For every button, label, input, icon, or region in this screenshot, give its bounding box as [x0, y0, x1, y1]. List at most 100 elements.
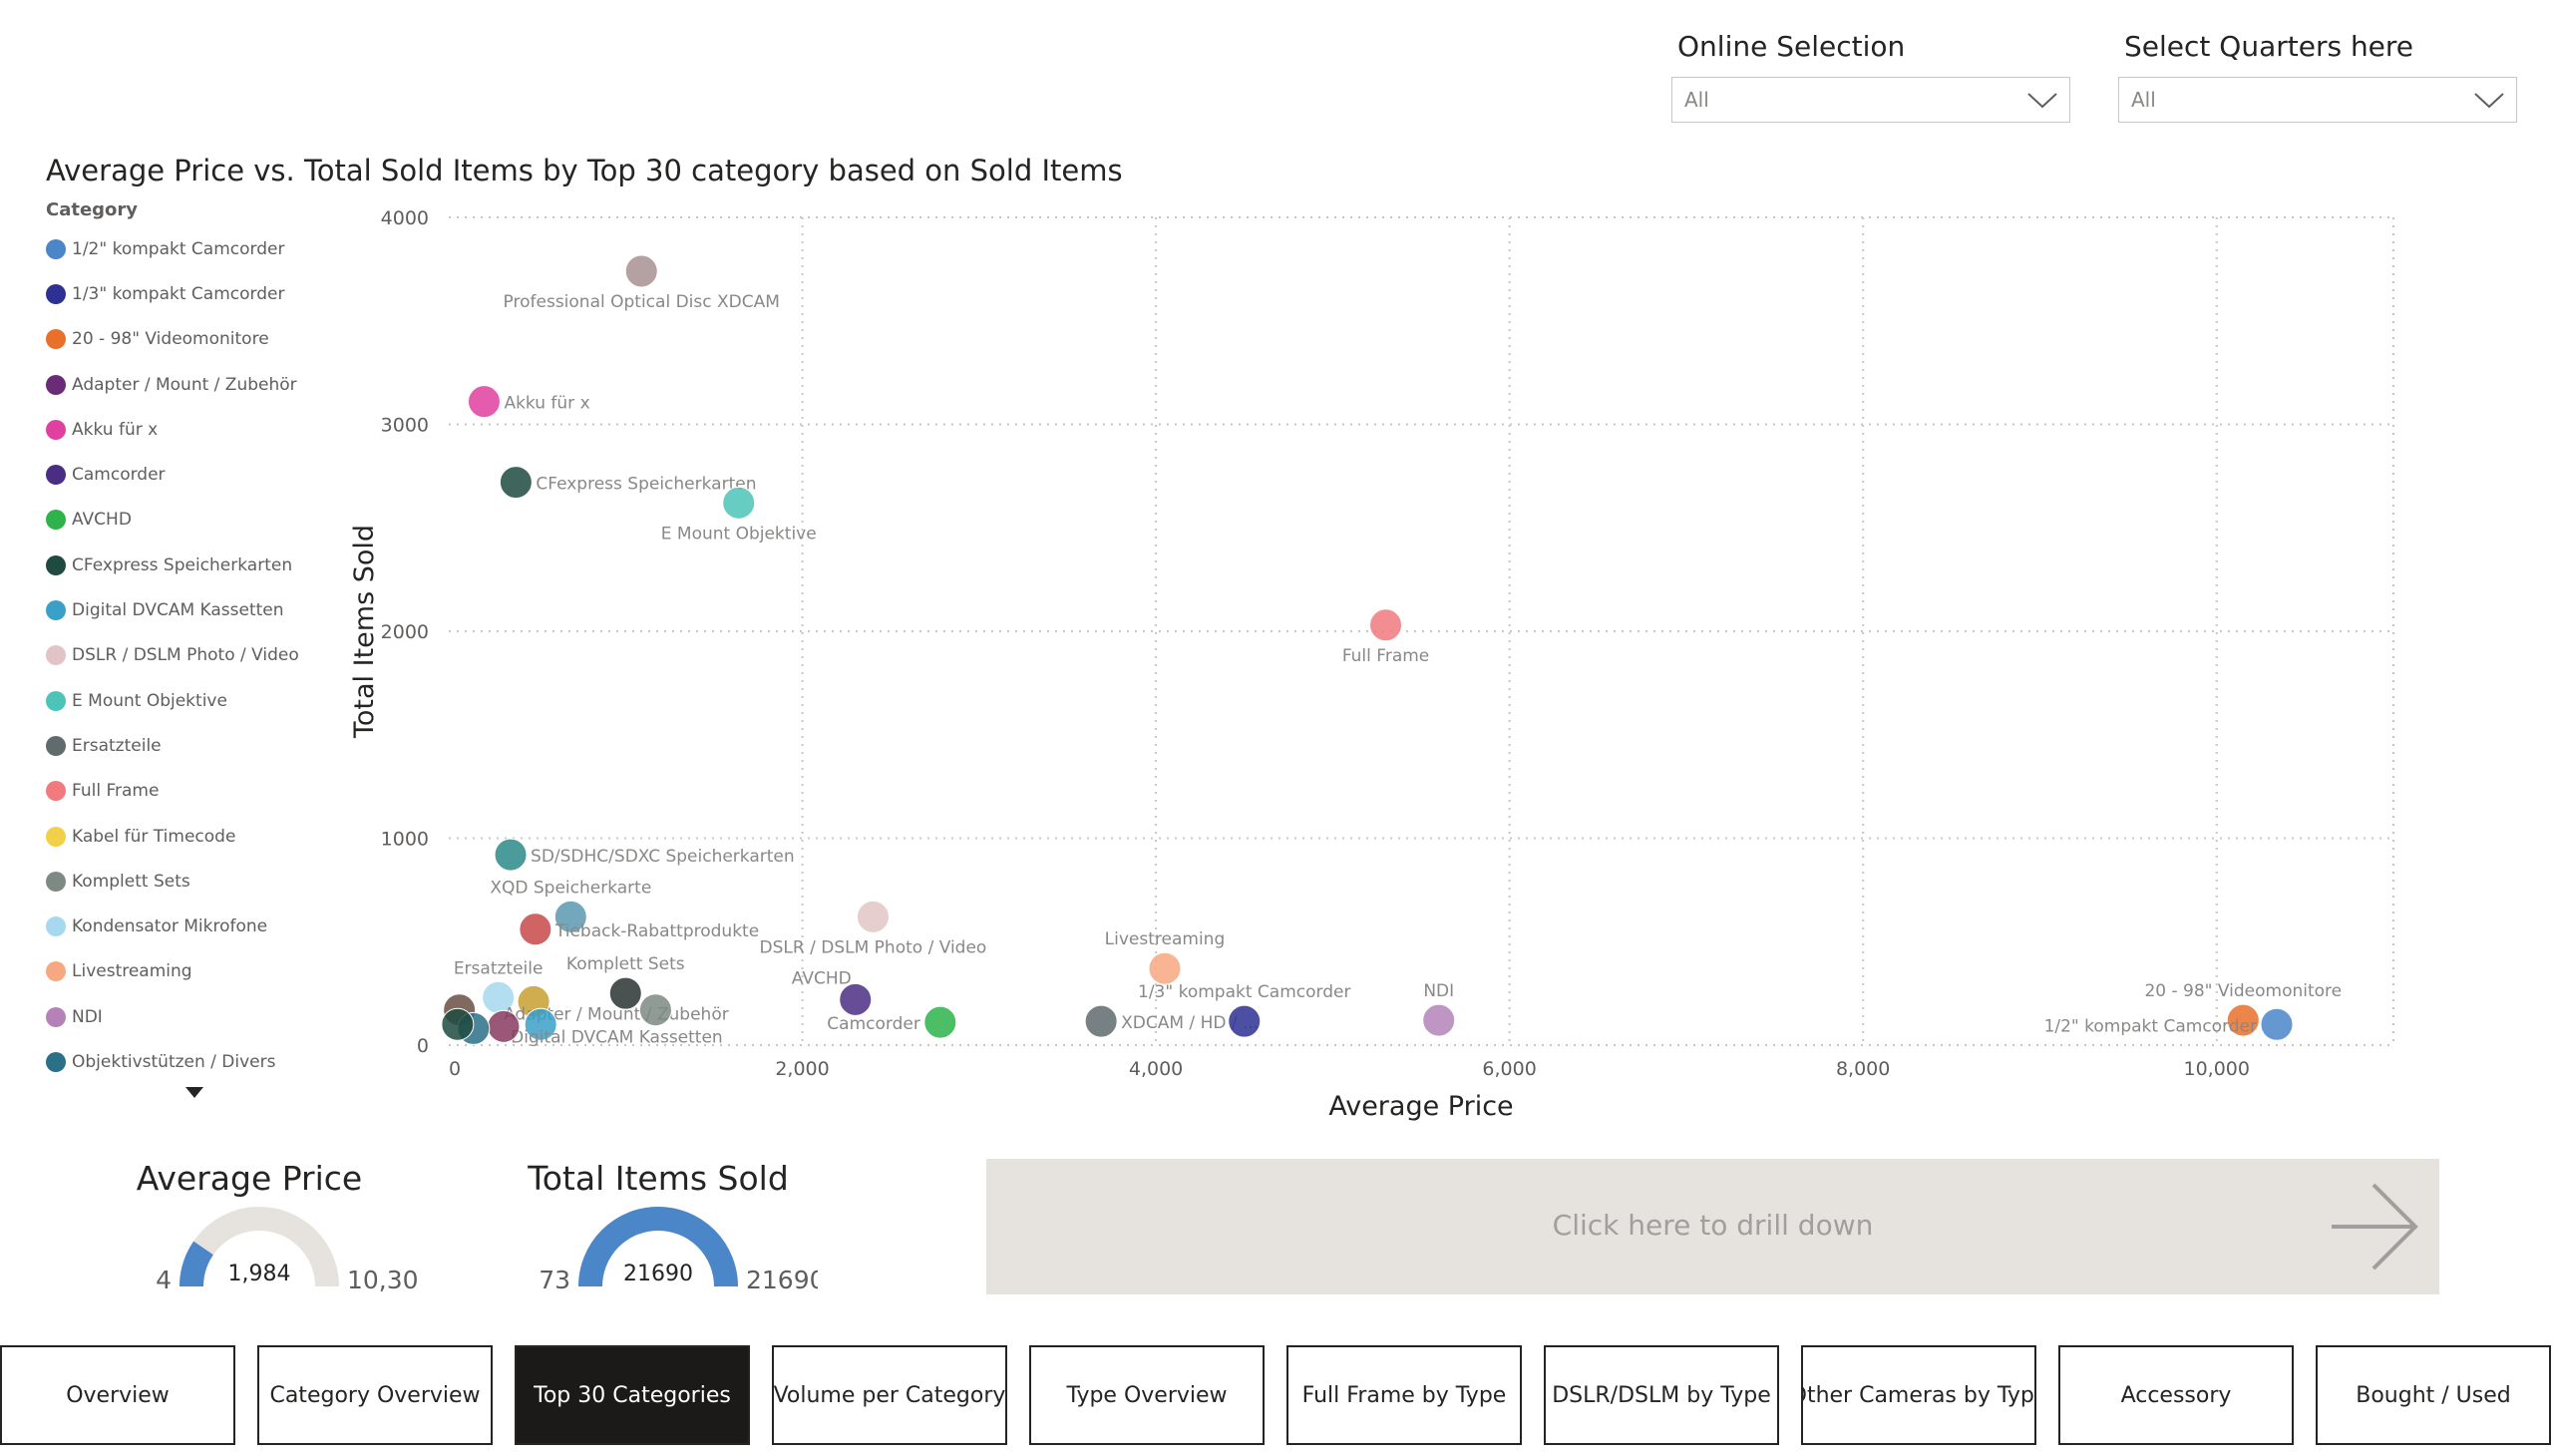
legend-item[interactable]: Full Frame — [46, 769, 345, 814]
slicer-title: Online Selection — [1677, 30, 1906, 63]
quarter-selection-slicer: Select Quarters here All — [2118, 30, 2517, 123]
online-selection-dropdown[interactable]: All — [1671, 77, 2070, 123]
legend-marker — [46, 419, 66, 440]
legend-item[interactable]: Kabel für Timecode — [46, 814, 345, 859]
data-point[interactable] — [499, 466, 533, 500]
data-point[interactable] — [1228, 1004, 1262, 1038]
data-point[interactable] — [441, 1007, 475, 1041]
data-label: CFexpress Speicherkarten — [536, 475, 756, 495]
drill-down-button[interactable]: Click here to drill down — [986, 1159, 2439, 1294]
data-point[interactable] — [1369, 608, 1403, 642]
legend-marker — [46, 645, 66, 666]
x-tick-label: 6,000 — [1482, 1058, 1536, 1080]
legend-item[interactable]: Ersatzteile — [46, 723, 345, 768]
legend-item[interactable]: DSLR / DSLM Photo / Video — [46, 633, 345, 678]
legend-label: AVCHD — [72, 510, 132, 531]
legend-marker — [46, 690, 66, 711]
nav-button-label: Bought / Used — [2356, 1382, 2511, 1408]
nav-button[interactable]: Other Cameras by Type — [1801, 1345, 2036, 1445]
nav-button[interactable]: Overview — [0, 1345, 235, 1445]
nav-button-label: Full Frame by Type — [1301, 1382, 1507, 1408]
nav-button[interactable]: Accessory — [2058, 1345, 2294, 1445]
average-price-gauge: 1,984 4 10,308 — [156, 1207, 419, 1294]
data-point[interactable] — [2226, 1003, 2260, 1037]
quarter-selection-dropdown[interactable]: All — [2118, 77, 2517, 123]
gauge-min: 73 — [539, 1266, 570, 1294]
nav-button-label: Type Overview — [1066, 1382, 1228, 1408]
nav-button[interactable]: Volume per Category — [772, 1345, 1007, 1445]
data-point[interactable] — [524, 1007, 557, 1041]
x-tick-label: 0 — [449, 1058, 461, 1080]
legend-scroll-down-icon[interactable] — [185, 1087, 203, 1098]
nav-button[interactable]: Category Overview — [257, 1345, 493, 1445]
y-tick-label: 2000 — [381, 621, 429, 643]
data-label: Livestreaming — [1105, 929, 1226, 949]
legend-marker — [46, 554, 66, 575]
scatter-chart: 0 1000 2000 3000 4000 0 2,000 4,000 6,000 8,000 10… — [349, 207, 2394, 1122]
x-axis-label: Average Price — [1328, 1091, 1513, 1122]
nav-button[interactable]: Full Frame by Type — [1286, 1345, 1522, 1445]
data-point[interactable] — [494, 838, 528, 872]
nav-button[interactable]: Bought / Used — [2316, 1345, 2551, 1445]
nav-button-label: Accessory — [2120, 1382, 2232, 1408]
data-point[interactable] — [1148, 951, 1182, 985]
legend-item[interactable]: NDI — [46, 994, 345, 1039]
data-point[interactable] — [467, 385, 501, 419]
legend-item[interactable]: Objektivstützen / Divers — [46, 1039, 345, 1084]
data-label: Professional Optical Disc XDCAM — [504, 292, 780, 312]
legend-item[interactable]: E Mount Objektive — [46, 678, 345, 723]
data-point[interactable] — [2260, 1007, 2294, 1041]
legend-item[interactable]: 1/3" kompakt Camcorder — [46, 271, 345, 316]
legend-label: Kabel für Timecode — [72, 826, 236, 847]
data-point[interactable] — [624, 254, 658, 288]
legend-item[interactable]: 20 - 98" Videomonitore — [46, 317, 345, 362]
legend-label: Ersatzteile — [72, 735, 162, 756]
legend-item[interactable]: CFexpress Speicherkarten — [46, 543, 345, 587]
data-label: AVCHD — [792, 968, 852, 988]
legend-label: Camcorder — [72, 465, 166, 486]
data-label: Akku für x — [504, 394, 589, 414]
nav-button-label: Overview — [66, 1382, 170, 1408]
data-point[interactable] — [839, 982, 873, 1016]
data-point[interactable] — [553, 900, 587, 933]
legend-marker — [46, 781, 66, 802]
legend-marker — [46, 238, 66, 259]
data-point[interactable] — [638, 993, 672, 1027]
nav-button[interactable]: Type Overview — [1029, 1345, 1265, 1445]
data-label: 1/2" kompakt Camcorder — [2044, 1016, 2257, 1036]
legend-marker — [46, 826, 66, 847]
legend-marker — [46, 465, 66, 486]
data-point[interactable] — [722, 486, 756, 520]
data-point[interactable] — [856, 900, 890, 933]
nav-button[interactable]: DSLR/DSLM by Type — [1544, 1345, 1779, 1445]
data-label: Adapter / Mount / Zubehör — [504, 1004, 729, 1024]
slicer-value: All — [2131, 88, 2156, 112]
nav-button-label: Volume per Category — [773, 1382, 1006, 1408]
data-point[interactable] — [487, 1009, 521, 1043]
data-point[interactable] — [519, 912, 552, 946]
data-label: XQD Speicherkarte — [490, 878, 651, 898]
data-point[interactable] — [1084, 1004, 1118, 1038]
data-label: Ersatzteile — [454, 958, 544, 978]
chart-title: Average Price vs. Total Sold Items by To… — [46, 154, 1123, 187]
data-point[interactable] — [608, 976, 642, 1010]
arrow-right-icon — [2332, 1183, 2418, 1271]
legend-item[interactable]: Livestreaming — [46, 949, 345, 994]
total-items-sold-title: Total Items Sold — [528, 1159, 789, 1198]
legend-item[interactable]: Digital DVCAM Kassetten — [46, 587, 345, 632]
data-label: Full Frame — [1342, 646, 1429, 666]
legend-item[interactable]: Kondensator Mikrofone — [46, 904, 345, 948]
data-point[interactable] — [1422, 1003, 1456, 1037]
legend-item[interactable]: 1/2" kompakt Camcorder — [46, 226, 345, 271]
legend-item[interactable]: Camcorder — [46, 452, 345, 497]
legend-item[interactable]: Adapter / Mount / Zubehör — [46, 362, 345, 407]
data-point[interactable] — [923, 1005, 957, 1039]
nav-button[interactable]: Top 30 Categories — [515, 1345, 750, 1445]
legend-item[interactable]: Akku für x — [46, 407, 345, 452]
legend-item[interactable]: AVCHD — [46, 498, 345, 543]
data-label: 20 - 98" Videomonitore — [2144, 981, 2342, 1001]
legend-item[interactable]: Komplett Sets — [46, 859, 345, 904]
gauge-fill — [180, 1241, 214, 1287]
x-tick-label: 4,000 — [1129, 1058, 1183, 1080]
data-label: NDI — [1423, 981, 1454, 1001]
